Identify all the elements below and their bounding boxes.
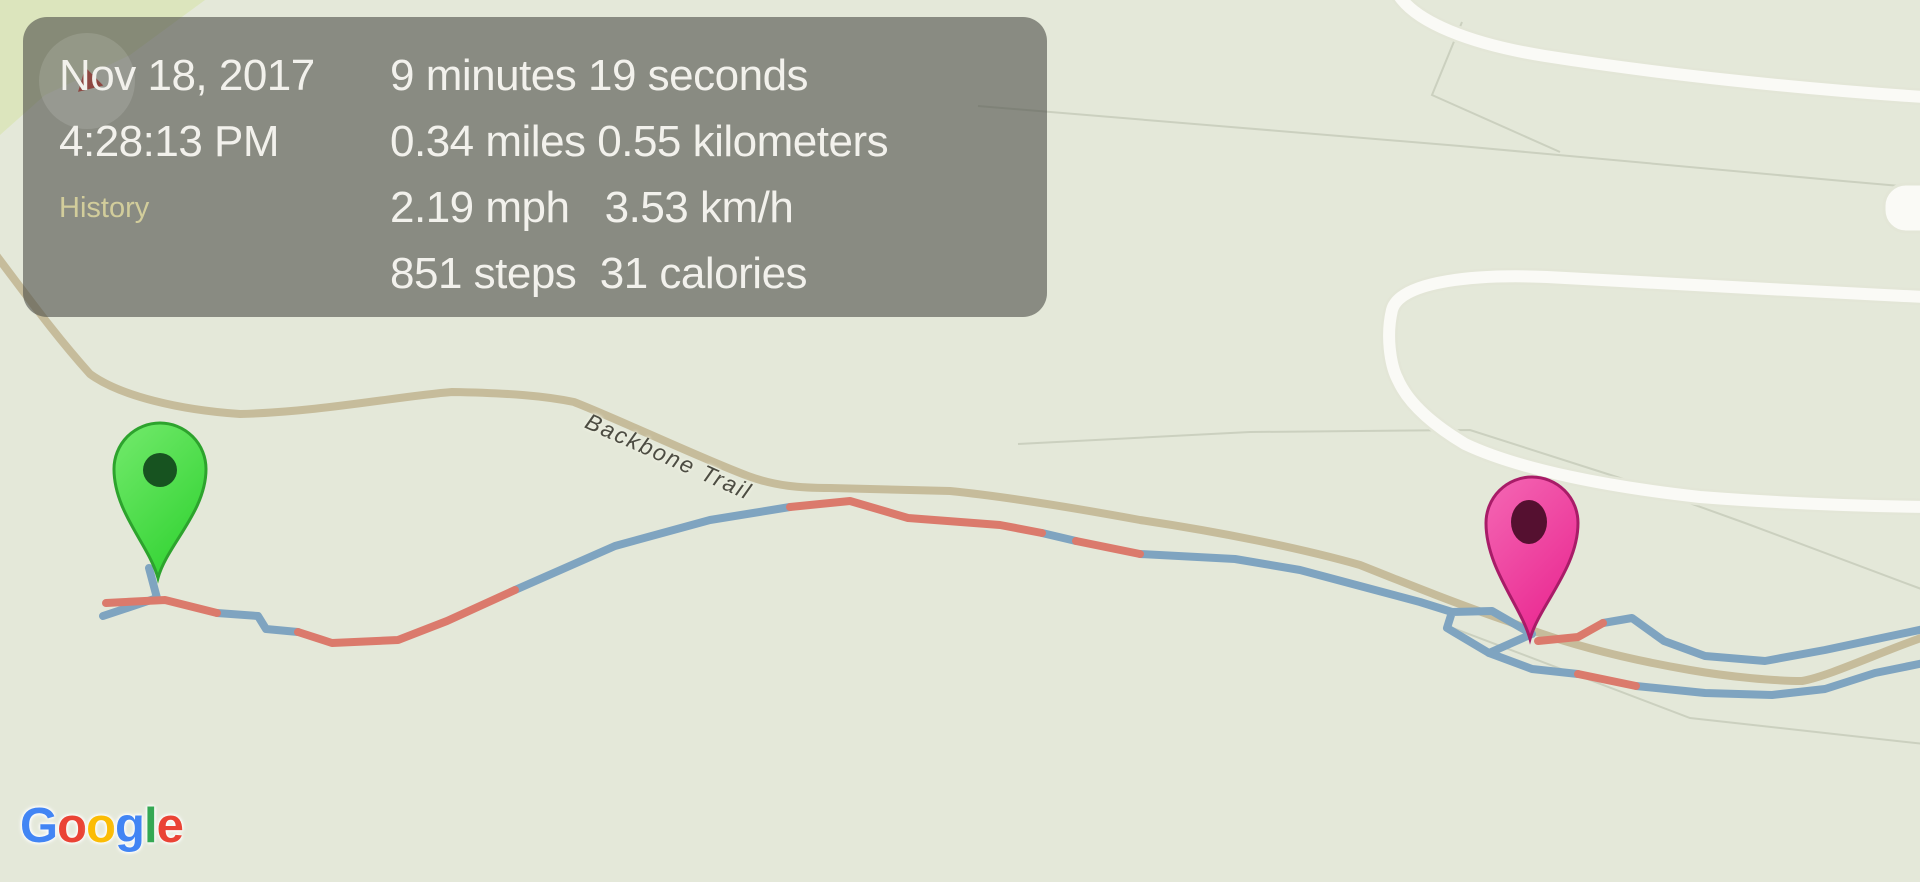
session-info-card: Nov 18, 2017 4:28:13 PM History 9 minute… <box>23 17 1047 317</box>
google-logo[interactable]: Google <box>20 798 184 854</box>
logo-letter: o <box>86 799 116 853</box>
white-road <box>1380 0 1920 516</box>
start-pin-icon[interactable] <box>112 421 208 584</box>
logo-letter: l <box>143 799 158 853</box>
session-meta-column: Nov 18, 2017 4:28:13 PM History <box>59 43 315 241</box>
boundary-lines <box>977 21 1920 745</box>
stat-distance: 0.34 miles 0.55 kilometers <box>390 117 889 166</box>
logo-letter: e <box>156 799 184 853</box>
stat-speed: 2.19 mph 3.53 km/h <box>390 183 794 232</box>
stat-duration: 9 minutes 19 seconds <box>390 51 809 100</box>
stat-steps-calories: 851 steps 31 calories <box>390 249 808 298</box>
play-button-ghost <box>39 33 135 129</box>
end-pin-icon[interactable] <box>1484 475 1580 645</box>
logo-letter: G <box>20 799 58 853</box>
logo-letter: o <box>57 799 87 853</box>
route-red <box>102 497 1640 690</box>
session-date: Nov 18, 2017 <box>59 51 315 100</box>
history-label: History <box>59 191 150 224</box>
route-blue <box>99 503 1920 699</box>
session-stats-column: 9 minutes 19 seconds 0.34 miles 0.55 kil… <box>390 43 889 307</box>
session-start-time: 4:28:13 PM <box>59 117 280 166</box>
logo-letter: g <box>115 799 145 853</box>
trail-path <box>0 253 1920 685</box>
